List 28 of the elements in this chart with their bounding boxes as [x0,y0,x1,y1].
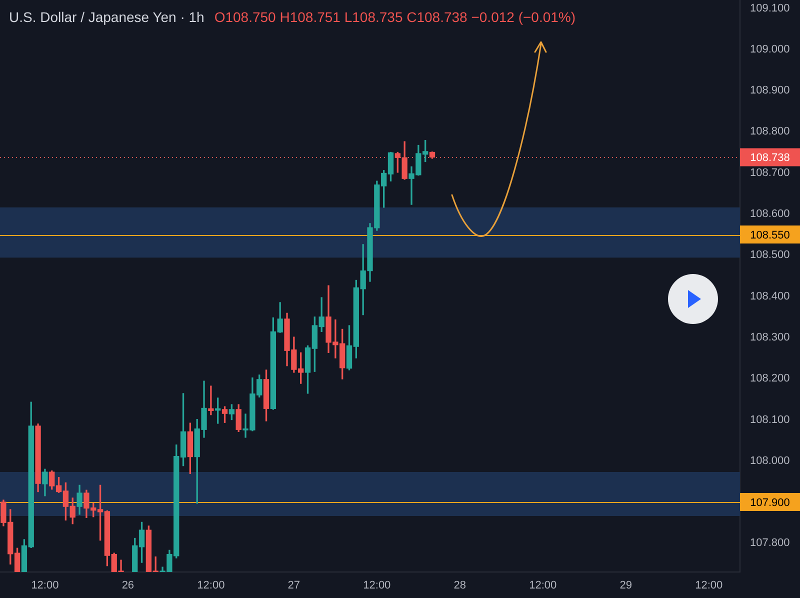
y-tick-label: 108.700 [750,166,790,179]
y-tick-label: 108.900 [750,84,790,97]
y-tick-label: 107.800 [750,537,790,550]
x-tick-label: 26 [122,580,134,592]
y-tick-label: 109.100 [750,2,790,14]
y-tick-label: 108.200 [750,372,790,385]
ref-line-label: 108.550 [750,230,790,242]
y-tick-label: 108.600 [750,208,790,220]
text: U.S. Dollar / Japanese Yen · 1h [9,9,204,25]
x-tick-label: 29 [620,580,632,592]
y-tick-label: 108.000 [750,454,790,467]
y-tick-label: 108.800 [750,126,790,138]
x-tick-label: 12:00 [31,580,59,592]
x-tick-label: 28 [454,580,466,592]
y-tick-label: 108.300 [750,331,790,344]
x-tick-label: 12:00 [197,580,225,592]
text: O108.750 H108.751 L108.735 C108.738 −0.012 (−0.01%) [214,9,576,25]
y-tick-label: 109.000 [750,43,790,56]
x-tick-label: 12:00 [363,580,391,592]
x-tick-label: 27 [288,580,300,592]
y-tick-label: 108.100 [750,414,790,426]
x-tick-label: 12:00 [529,580,557,592]
candlestick [208,386,214,416]
ref-line-label: 108.738 [750,152,790,164]
y-tick-label: 108.500 [750,249,790,262]
ref-line-label: 107.900 [750,497,790,510]
x-tick-label: 12:00 [695,580,723,592]
y-tick-label: 108.400 [750,290,790,302]
